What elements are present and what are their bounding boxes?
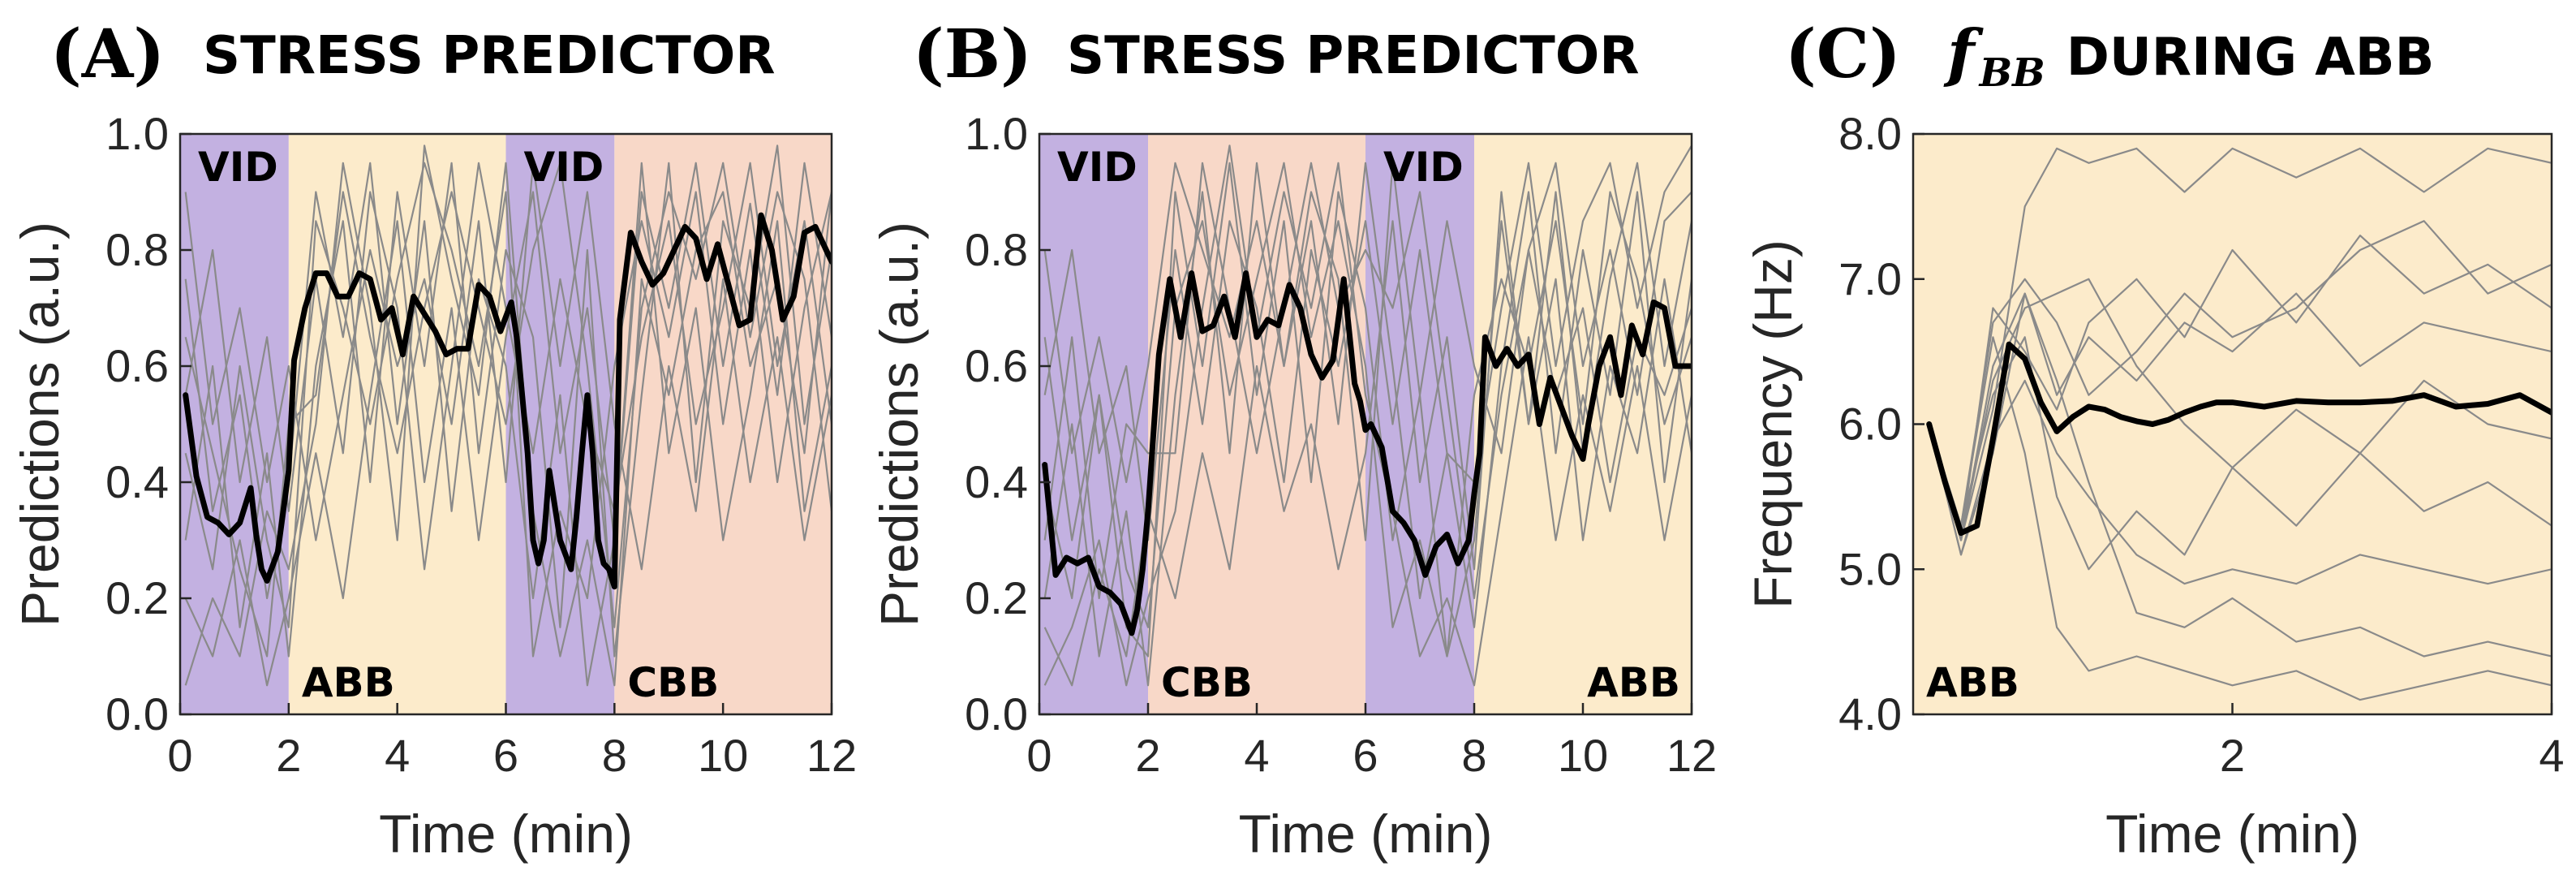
panel-c-series-s6	[1928, 292, 2552, 541]
panel-c-series-s7	[1928, 379, 2552, 585]
panel-a-region-label-vid-0: VID	[198, 144, 278, 191]
panel-a-xlabel: Time (min)	[379, 804, 633, 864]
panel-c-series-s3	[1928, 336, 2552, 701]
panel-a-series-s5	[184, 162, 832, 687]
panel-c-ytick-label: 6.0	[1838, 399, 1902, 450]
panel-a-xtick-label: 12	[806, 730, 857, 781]
panel-c-xtick-label: 4	[2539, 730, 2564, 781]
panel-a-xtick-label: 8	[602, 730, 627, 781]
panel-b-title: STRESS PREDICTOR	[1067, 26, 1640, 86]
panel-a-series-s7	[184, 162, 832, 658]
panel-b-xtick-label: 4	[1244, 730, 1269, 781]
panel-a-xtick-label: 0	[167, 730, 192, 781]
panel-c-series-s5	[1928, 336, 2552, 571]
panel-a-xtick-label: 10	[698, 730, 748, 781]
panel-b-series-s3	[1043, 144, 1692, 687]
panel-a-ytick-label: 0.2	[105, 572, 169, 623]
panel-b-xtick-label: 12	[1666, 730, 1717, 781]
panel-b-region-cbb-1	[1148, 134, 1365, 714]
panel-a: (A) STRESS PREDICTOR VID ABB VID CBB 0.0 0.2 0.4…	[10, 15, 857, 864]
panel-a-letter: (A)	[50, 15, 165, 93]
panel-b-xtick-label: 8	[1461, 730, 1486, 781]
panel-b-series-s7	[1043, 162, 1692, 658]
panel-c-letter: (C)	[1785, 15, 1901, 93]
panel-a-region-label-cbb-3: CBB	[627, 659, 719, 706]
panel-c-series-s9	[1928, 278, 2552, 541]
panel-b-region-label-cbb-1: CBB	[1161, 659, 1253, 706]
panel-a-ytick-label: 0.8	[105, 224, 169, 275]
panel-a-region-vid-0	[180, 134, 289, 714]
panel-a-ytick-label: 1.0	[105, 108, 169, 159]
panel-a-title: STRESS PREDICTOR	[203, 26, 776, 86]
panel-b-ytick-label: 0.2	[965, 572, 1028, 623]
panel-b-series-s2	[1043, 162, 1692, 687]
panel-b-region-label-abb-3: ABB	[1587, 659, 1680, 706]
panel-a-ytick-label: 0.0	[105, 688, 169, 740]
panel-c-ylabel: Frequency (Hz)	[1743, 239, 1803, 609]
panel-c-mean-line	[1926, 341, 2552, 537]
panel-a-xtick-label: 2	[276, 730, 301, 781]
panel-a-series-s2	[184, 144, 832, 658]
panel-b-ytick-label: 0.8	[965, 224, 1028, 275]
panel-b-mean-line	[1042, 270, 1692, 636]
panel-b-ylabel: Predictions (a.u.)	[869, 222, 929, 627]
panel-b-ytick-label: 0.4	[965, 456, 1028, 507]
panel-b-series-s6	[1043, 162, 1692, 541]
panel-b-ytick-label: 1.0	[965, 108, 1028, 159]
panel-a-mean-line	[183, 212, 832, 590]
panel-a-ytick-label: 0.4	[105, 456, 169, 507]
panel-a-ylabel: Predictions (a.u.)	[10, 222, 70, 627]
panel-a-series-s4	[184, 162, 832, 571]
panel-a-ytick-label: 0.6	[105, 340, 169, 391]
panel-a-xtick-label: 6	[493, 730, 518, 781]
panel-c-xtick-label: 2	[2220, 730, 2245, 781]
panel-c-xlabel: Time (min)	[2105, 804, 2359, 864]
panel-b-ytick-label: 0.6	[965, 340, 1028, 391]
panel-b: (B) STRESS PREDICTOR VID CBB VID ABB 0.0 0.2 0.4…	[869, 15, 1717, 864]
panel-b-series-s8	[1043, 162, 1692, 600]
panel-b-region-label-vid-0: VID	[1057, 144, 1137, 191]
panel-c-series-s1	[1928, 147, 2552, 541]
panel-c-region-label-abb-0: ABB	[1926, 659, 2019, 706]
panel-a-xtick-label: 4	[385, 730, 410, 781]
panel-a-region-label-abb-1: ABB	[302, 659, 395, 706]
panel-b-xtick-label: 0	[1026, 730, 1051, 781]
panel-b-ytick-label: 0.0	[965, 688, 1028, 740]
panel-c-series-s8	[1928, 220, 2552, 527]
panel-c-series-s2	[1928, 292, 2552, 658]
panel-b-region-label-vid-2: VID	[1383, 144, 1464, 191]
panel-c-ytick-label: 7.0	[1838, 253, 1902, 304]
panel-b-xtick-label: 10	[1558, 730, 1608, 781]
panel-c-ytick-label: 4.0	[1838, 688, 1902, 740]
panel-a-region-label-vid-2: VID	[524, 144, 604, 191]
panel-a-series-s3	[184, 144, 832, 687]
panel-b-xlabel: Time (min)	[1239, 804, 1493, 864]
panel-a-series-s6	[184, 162, 832, 571]
panel-c-ytick-label: 8.0	[1838, 108, 1902, 159]
panel-b-xtick-label: 6	[1353, 730, 1378, 781]
panel-c: (C) f BB DURING ABB ABB 4.0 5.0 6.0 7.0 8.0 2 4 Time…	[1743, 15, 2565, 864]
panel-c-ytick-label: 5.0	[1838, 543, 1902, 594]
panel-c-title: f BB DURING ABB	[1943, 16, 2434, 96]
panel-b-letter: (B)	[913, 15, 1032, 93]
panel-c-region-abb-0	[1913, 134, 2552, 714]
panel-b-xtick-label: 2	[1135, 730, 1160, 781]
